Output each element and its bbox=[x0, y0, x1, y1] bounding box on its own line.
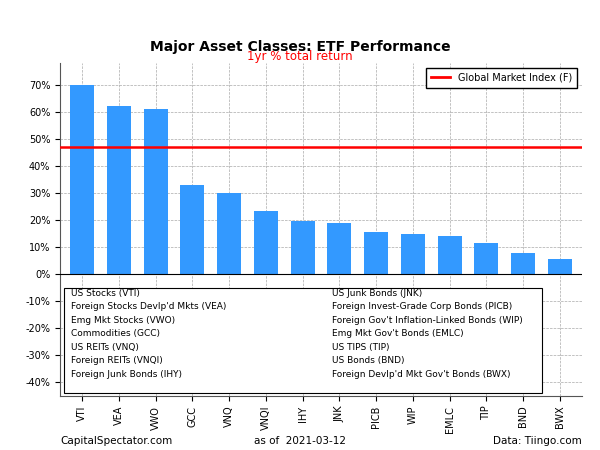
Text: US Stocks (VTI): US Stocks (VTI) bbox=[71, 288, 140, 297]
Bar bbox=[64, 288, 542, 393]
Text: US REITs (VNQ): US REITs (VNQ) bbox=[71, 343, 139, 352]
Text: Foreign Gov't Inflation-Linked Bonds (WIP): Foreign Gov't Inflation-Linked Bonds (WI… bbox=[332, 316, 523, 325]
Bar bbox=[475, 243, 499, 274]
Bar bbox=[107, 106, 131, 274]
Text: Foreign Invest-Grade Corp Bonds (PICB): Foreign Invest-Grade Corp Bonds (PICB) bbox=[332, 302, 512, 311]
Bar bbox=[438, 236, 461, 274]
Bar bbox=[548, 259, 572, 274]
Bar bbox=[70, 85, 94, 274]
Bar bbox=[143, 109, 167, 274]
Text: 1yr % total return: 1yr % total return bbox=[247, 50, 353, 63]
Text: US Bonds (BND): US Bonds (BND) bbox=[332, 356, 404, 365]
Legend: Global Market Index (F): Global Market Index (F) bbox=[426, 68, 577, 88]
Text: Foreign Stocks Devlp'd Mkts (VEA): Foreign Stocks Devlp'd Mkts (VEA) bbox=[71, 302, 226, 311]
Text: Commodities (GCC): Commodities (GCC) bbox=[71, 329, 160, 338]
Text: Emg Mkt Gov't Bonds (EMLC): Emg Mkt Gov't Bonds (EMLC) bbox=[332, 329, 464, 338]
Bar bbox=[217, 193, 241, 274]
Text: US TIPS (TIP): US TIPS (TIP) bbox=[332, 343, 389, 352]
Bar bbox=[401, 234, 425, 274]
Text: CapitalSpectator.com: CapitalSpectator.com bbox=[60, 436, 172, 446]
Text: Foreign REITs (VNQI): Foreign REITs (VNQI) bbox=[71, 356, 163, 365]
Text: Major Asset Classes: ETF Performance: Major Asset Classes: ETF Performance bbox=[149, 40, 451, 54]
Bar bbox=[290, 221, 314, 274]
Bar bbox=[511, 252, 535, 274]
Text: Data: Tiingo.com: Data: Tiingo.com bbox=[493, 436, 582, 446]
Bar bbox=[328, 223, 352, 274]
Text: Foreign Devlp'd Mkt Gov't Bonds (BWX): Foreign Devlp'd Mkt Gov't Bonds (BWX) bbox=[332, 370, 511, 379]
Bar bbox=[181, 185, 204, 274]
Text: as of  2021-03-12: as of 2021-03-12 bbox=[254, 436, 346, 446]
Bar bbox=[364, 232, 388, 274]
Text: Foreign Junk Bonds (IHY): Foreign Junk Bonds (IHY) bbox=[71, 370, 182, 379]
Text: US Junk Bonds (JNK): US Junk Bonds (JNK) bbox=[332, 288, 422, 297]
Bar bbox=[254, 211, 278, 274]
Text: Emg Mkt Stocks (VWO): Emg Mkt Stocks (VWO) bbox=[71, 316, 175, 325]
